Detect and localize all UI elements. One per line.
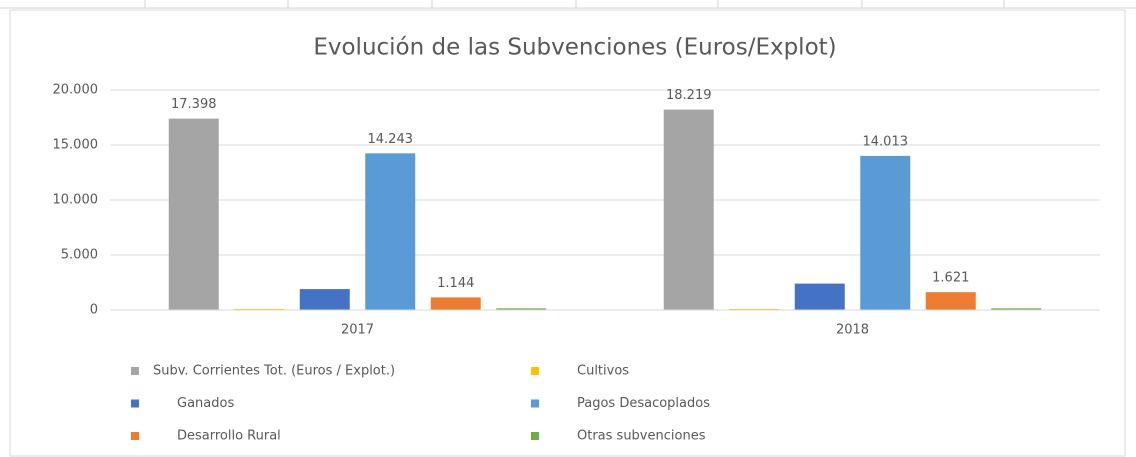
y-tick-label: 5.000 [61, 248, 98, 263]
x-tick-label: 2018 [836, 323, 869, 338]
y-tick-label: 20.000 [53, 83, 99, 98]
bar [365, 153, 416, 310]
y-tick-label: 0 [90, 303, 98, 318]
legend-marker [131, 367, 139, 375]
legend-marker [131, 432, 139, 440]
legend-marker [531, 432, 539, 440]
legend-label: Ganados [177, 396, 234, 411]
data-label: 1.621 [932, 271, 969, 286]
bar [234, 308, 285, 310]
bar [925, 292, 976, 310]
data-label: 18.219 [666, 88, 712, 103]
legend-marker [131, 399, 139, 408]
legend-marker [531, 367, 539, 375]
y-tick-label: 10.000 [53, 193, 99, 208]
bar [729, 308, 780, 310]
x-tick-label: 2017 [341, 323, 374, 338]
bar [860, 155, 911, 310]
legend-label: Subv. Corrientes Tot. (Euros / Explot.) [153, 364, 395, 379]
bar [663, 109, 714, 310]
bar [991, 308, 1042, 310]
data-label: 14.243 [368, 132, 414, 147]
legend-label: Cultivos [577, 364, 629, 379]
y-tick-label: 15.000 [53, 138, 99, 153]
bar [168, 118, 219, 310]
data-label: 1.144 [437, 276, 474, 291]
bar [794, 283, 845, 310]
data-label: 17.398 [171, 97, 217, 112]
legend-label: Otras subvenciones [577, 429, 706, 444]
legend-label: Pagos Desacoplados [577, 396, 710, 411]
legend-label: Desarrollo Rural [177, 429, 281, 444]
chart-title: Evolución de las Subvenciones (Euros/Exp… [313, 35, 836, 61]
sheet-grid [0, 0, 1136, 9]
bar [430, 297, 481, 310]
data-label: 14.013 [863, 134, 909, 149]
bar [299, 289, 350, 310]
bar [496, 308, 547, 310]
legend-marker [531, 399, 539, 408]
